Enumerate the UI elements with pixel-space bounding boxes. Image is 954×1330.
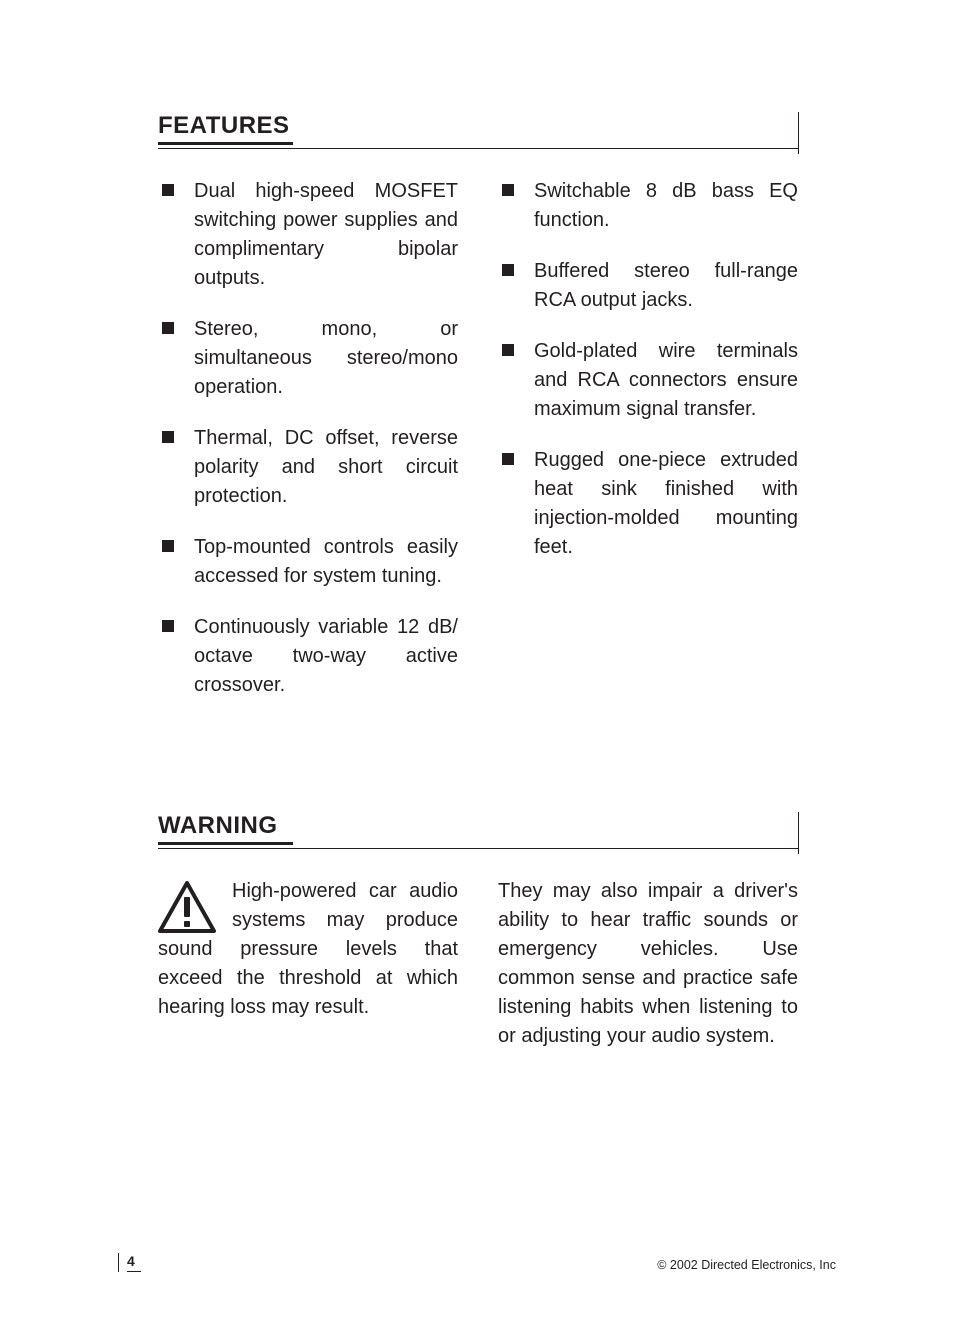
- warning-columns: High-powered car audio systems may produ…: [158, 877, 798, 1051]
- feature-item: Switchable 8 dB bass EQ function.: [498, 177, 798, 235]
- feature-item: Stereo, mono, or simultaneous stereo/mon…: [158, 315, 458, 402]
- feature-item: Top-mounted controls easily accessed for…: [158, 533, 458, 591]
- features-col-left: Dual high-speed MOSFET switching power s…: [158, 177, 458, 722]
- copyright-text: © 2002 Directed Electronics, Inc: [657, 1258, 836, 1272]
- warning-col-left: High-powered car audio systems may produ…: [158, 877, 458, 1051]
- feature-item: Gold-plated wire terminals and RCA conne…: [498, 337, 798, 424]
- feature-item: Dual high-speed MOSFET switching power s…: [158, 177, 458, 293]
- features-list-right: Switchable 8 dB bass EQ function. Buffer…: [498, 177, 798, 562]
- page-footer: 4 © 2002 Directed Electronics, Inc: [118, 1253, 836, 1272]
- warning-heading: WARNING: [158, 812, 293, 845]
- warning-right-text: They may also impair a driver's ability …: [498, 880, 798, 1047]
- features-heading: FEATURES: [158, 112, 293, 145]
- features-list-left: Dual high-speed MOSFET switching power s…: [158, 177, 458, 700]
- feature-item: Buffered stereo full-range RCA output ja…: [498, 257, 798, 315]
- features-right-rule: [798, 112, 799, 154]
- features-section: FEATURES Dual high-speed MOSFET switchin…: [158, 112, 798, 722]
- warning-underline: [158, 845, 798, 849]
- features-underline: [158, 145, 798, 149]
- warning-right-rule: [798, 812, 799, 854]
- page-number: 4: [118, 1253, 141, 1272]
- page-content: FEATURES Dual high-speed MOSFET switchin…: [158, 112, 798, 1051]
- warning-triangle-icon: [158, 881, 216, 933]
- warning-section: WARNING High-powered car audio systems m…: [158, 812, 798, 1051]
- feature-item: Rugged one-piece extruded heat sink fini…: [498, 446, 798, 562]
- warning-col-right: They may also impair a driver's ability …: [498, 877, 798, 1051]
- feature-item: Thermal, DC offset, reverse polarity and…: [158, 424, 458, 511]
- feature-item: Continuously variable 12 dB/ octave two-…: [158, 613, 458, 700]
- features-col-right: Switchable 8 dB bass EQ function. Buffer…: [498, 177, 798, 722]
- features-columns: Dual high-speed MOSFET switching power s…: [158, 177, 798, 722]
